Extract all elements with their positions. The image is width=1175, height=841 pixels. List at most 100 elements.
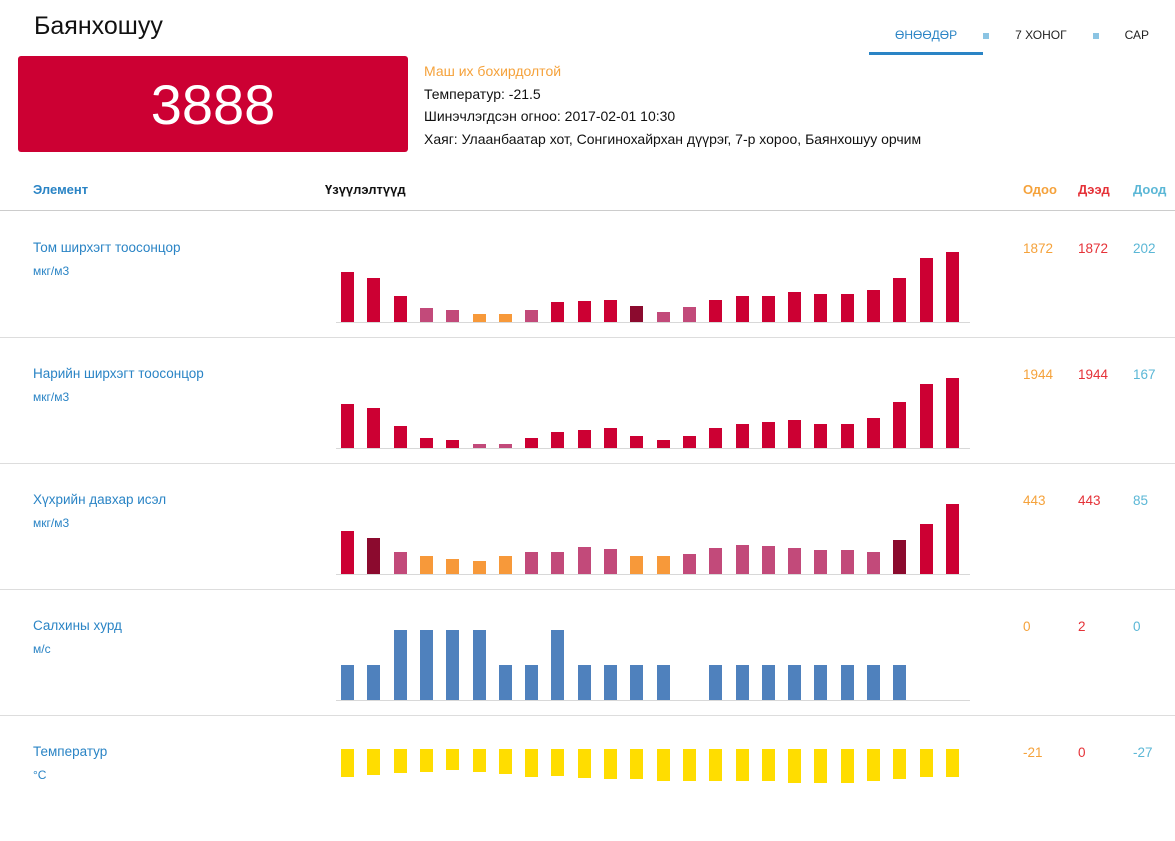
table-row: Хүхрийн давхар исэл мкг/м3 443 443 85 bbox=[0, 463, 1175, 590]
value-now: -21 bbox=[1023, 745, 1043, 760]
header-max: Дээд bbox=[1078, 182, 1110, 197]
chart-bar bbox=[473, 561, 486, 574]
tab-week[interactable]: 7 ХОНОГ bbox=[1015, 28, 1067, 42]
chart-bar bbox=[736, 545, 749, 574]
station-info: Маш их бохирдолтой Температур: -21.5 Шин… bbox=[424, 60, 921, 150]
tab-separator bbox=[1092, 33, 1099, 39]
chart-bar bbox=[341, 665, 354, 700]
element-name[interactable]: Салхины хурд bbox=[33, 618, 122, 633]
chart-bar bbox=[341, 749, 354, 777]
chart-bar bbox=[578, 430, 591, 448]
value-max: 0 bbox=[1078, 745, 1086, 760]
value-min: -27 bbox=[1133, 745, 1153, 760]
chart-bar bbox=[788, 548, 801, 574]
chart-bar bbox=[551, 630, 564, 700]
chart-bar bbox=[499, 556, 512, 574]
chart-bar bbox=[578, 749, 591, 778]
chart-bar bbox=[341, 531, 354, 574]
chart-bar bbox=[762, 749, 775, 781]
value-min: 85 bbox=[1133, 493, 1149, 508]
chart-bar bbox=[473, 444, 486, 448]
chart-bar bbox=[499, 444, 512, 448]
chart-bar bbox=[841, 665, 854, 700]
chart-bar bbox=[814, 665, 827, 700]
tab-separator bbox=[983, 33, 990, 39]
chart-bar bbox=[446, 630, 459, 700]
chart-bar bbox=[341, 404, 354, 448]
element-name[interactable]: Нарийн ширхэгт тоосонцор bbox=[33, 366, 204, 381]
chart-bar bbox=[499, 665, 512, 700]
header-min: Доод bbox=[1133, 182, 1167, 197]
chart-bar bbox=[657, 749, 670, 781]
chart-bar bbox=[762, 422, 775, 448]
chart-bar bbox=[420, 749, 433, 772]
chart-bar bbox=[499, 314, 512, 322]
chart-bar bbox=[446, 559, 459, 574]
chart-bar bbox=[788, 665, 801, 700]
chart-bar bbox=[946, 252, 959, 322]
chart-bar bbox=[604, 300, 617, 322]
element-name[interactable]: Температур bbox=[33, 744, 108, 759]
chart-bar bbox=[841, 749, 854, 783]
value-now: 1944 bbox=[1023, 367, 1054, 382]
chart-bar bbox=[578, 665, 591, 700]
chart-bar bbox=[893, 402, 906, 448]
chart-bar bbox=[657, 556, 670, 574]
page-title: Баянхошуу bbox=[34, 12, 163, 40]
chart-bar bbox=[604, 549, 617, 574]
chart-bar bbox=[473, 749, 486, 772]
chart-bar bbox=[762, 546, 775, 574]
chart-bar bbox=[736, 424, 749, 448]
chart-bar bbox=[893, 749, 906, 779]
chart-bar bbox=[841, 424, 854, 448]
chart-bar bbox=[367, 408, 380, 448]
chart-bar bbox=[367, 278, 380, 322]
value-min: 167 bbox=[1133, 367, 1156, 382]
element-name[interactable]: Хүхрийн давхар исэл bbox=[33, 492, 167, 507]
chart-bar bbox=[604, 749, 617, 779]
value-now: 1872 bbox=[1023, 241, 1054, 256]
table-row: Том ширхэгт тоосонцор мкг/м3 1872 1872 2… bbox=[0, 211, 1175, 338]
tab-month[interactable]: САР bbox=[1124, 28, 1149, 42]
chart-bar bbox=[920, 258, 933, 322]
value-now: 443 bbox=[1023, 493, 1046, 508]
chart-bar bbox=[525, 438, 538, 448]
header-element: Элемент bbox=[33, 182, 89, 197]
chart-axis bbox=[336, 574, 970, 575]
chart-bar bbox=[657, 665, 670, 700]
chart-axis bbox=[336, 448, 970, 449]
chart-bar bbox=[736, 296, 749, 322]
chart-bar bbox=[551, 749, 564, 776]
chart-bar bbox=[525, 665, 538, 700]
chart-bar bbox=[814, 550, 827, 574]
element-name[interactable]: Том ширхэгт тоосонцор bbox=[33, 240, 181, 255]
chart-bar bbox=[446, 440, 459, 448]
element-chart bbox=[336, 715, 970, 841]
tab-today[interactable]: ӨНӨӨДӨР bbox=[868, 22, 984, 55]
chart-bar bbox=[814, 424, 827, 448]
chart-bar bbox=[367, 749, 380, 775]
chart-bar bbox=[946, 749, 959, 777]
chart-bar bbox=[920, 749, 933, 777]
chart-bar bbox=[683, 436, 696, 448]
chart-bar bbox=[788, 420, 801, 448]
chart-bar bbox=[630, 665, 643, 700]
chart-bar bbox=[630, 556, 643, 574]
chart-axis bbox=[336, 700, 970, 701]
chart-bar bbox=[551, 302, 564, 322]
chart-bar bbox=[420, 556, 433, 574]
chart-bar bbox=[420, 308, 433, 322]
chart-axis bbox=[336, 322, 970, 323]
chart-bar bbox=[683, 554, 696, 574]
chart-bar bbox=[657, 312, 670, 322]
updated-date: Шинэчлэгдсэн огноо: 2017-02-01 10:30 bbox=[424, 108, 676, 124]
chart-bar bbox=[367, 538, 380, 574]
chart-bar bbox=[709, 300, 722, 322]
chart-bar bbox=[394, 749, 407, 773]
element-chart bbox=[336, 337, 970, 463]
chart-bar bbox=[867, 552, 880, 574]
table-row: Салхины хурд м/с 0 2 0 bbox=[0, 589, 1175, 716]
table-header: Элемент Үзүүлэлтүүд Одоо Дээд Доод bbox=[0, 178, 1175, 211]
chart-bar bbox=[814, 294, 827, 322]
aqi-badge: 3888 bbox=[18, 56, 408, 152]
